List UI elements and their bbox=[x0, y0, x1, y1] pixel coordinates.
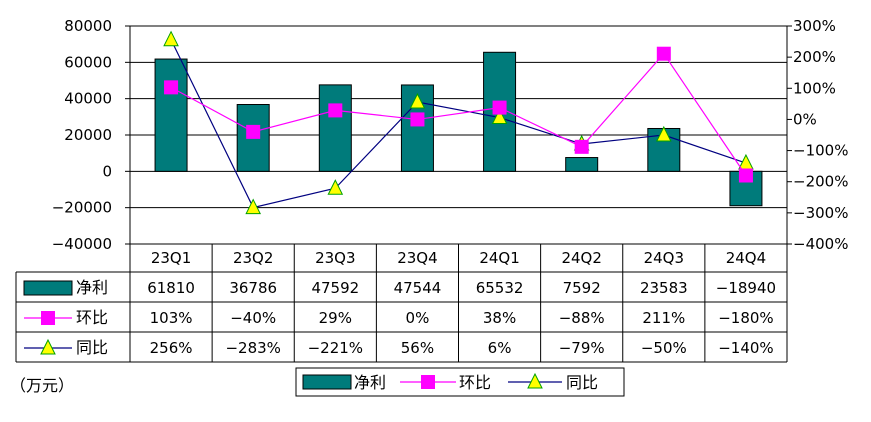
row-label-1: 环比 bbox=[76, 308, 108, 327]
x-category-label: 23Q2 bbox=[233, 249, 273, 267]
y-left-tick-label: 20000 bbox=[64, 126, 112, 144]
table-cell: −40% bbox=[230, 309, 276, 327]
data-table: 23Q1 23Q2 23Q3 23Q4 24Q1 24Q2 24Q3 24Q4 净利 61810 3… bbox=[15, 244, 788, 363]
y-left-tick-label: 60000 bbox=[64, 53, 112, 71]
y-right-tick-label: −100% bbox=[793, 142, 848, 160]
yoy-line bbox=[170, 39, 747, 209]
table-cell: 38% bbox=[483, 309, 516, 327]
table-cell: 256% bbox=[150, 339, 193, 357]
yoy-marker-23q3 bbox=[327, 179, 344, 195]
legend-key-bar bbox=[302, 374, 352, 390]
unit-label: （万元） bbox=[10, 376, 74, 395]
row-key-yoy-marker bbox=[40, 338, 56, 355]
y-left-tick-label: −20000 bbox=[52, 199, 112, 217]
table-cell: 0% bbox=[406, 309, 430, 327]
table-cell: 23583 bbox=[640, 279, 688, 297]
legend-key-qoq-marker bbox=[421, 375, 435, 389]
yoy-marker-23q1 bbox=[163, 30, 179, 47]
x-category-label: 24Q4 bbox=[726, 249, 766, 267]
y-right-tick-label: −300% bbox=[793, 204, 848, 222]
row-label-2: 同比 bbox=[76, 338, 108, 357]
x-category-label: 24Q3 bbox=[644, 249, 684, 267]
yoy-marker-23q2 bbox=[245, 198, 261, 215]
qoq-marker-24q2 bbox=[574, 139, 589, 154]
y-right-tick-label: −400% bbox=[793, 235, 848, 253]
axes bbox=[125, 25, 792, 245]
legend-label-net-profit: 净利 bbox=[354, 373, 386, 392]
bar-23q1 bbox=[154, 58, 188, 172]
table-cell: −140% bbox=[718, 339, 773, 357]
table-cell: −18940 bbox=[716, 279, 776, 297]
y-left-tick-label: 40000 bbox=[64, 90, 112, 108]
row-label-0: 净利 bbox=[76, 278, 108, 297]
x-category-label: 23Q1 bbox=[151, 249, 191, 267]
legend-label-yoy: 同比 bbox=[566, 373, 598, 392]
yoy-marker-23q4 bbox=[409, 92, 426, 109]
row-key-qoq-marker bbox=[41, 311, 55, 325]
table-cell: −283% bbox=[225, 339, 280, 357]
yoy-marker-24q4 bbox=[738, 153, 754, 170]
table-cell: 29% bbox=[319, 309, 352, 327]
qoq-marker-23q3 bbox=[328, 103, 343, 118]
qoq-line bbox=[170, 52, 747, 176]
bar-24q2 bbox=[565, 157, 599, 172]
line-series bbox=[163, 30, 754, 215]
y-left-tick-label: 0 bbox=[102, 162, 112, 180]
table-cell: −88% bbox=[559, 309, 605, 327]
y-right-tick-label: 0% bbox=[793, 110, 817, 128]
table-cell: 56% bbox=[401, 339, 434, 357]
table-cell: 6% bbox=[488, 339, 512, 357]
table-cell: 47544 bbox=[394, 279, 442, 297]
table-cell: 61810 bbox=[147, 279, 195, 297]
qoq-marker-24q3 bbox=[656, 46, 671, 61]
table-cell: −50% bbox=[641, 339, 687, 357]
table-cell: 65532 bbox=[476, 279, 524, 297]
x-category-label: 23Q3 bbox=[315, 249, 355, 267]
x-category-label: 24Q1 bbox=[479, 249, 519, 267]
x-category-label: 23Q4 bbox=[397, 249, 437, 267]
table-cell: 7592 bbox=[563, 279, 601, 297]
qoq-marker-23q2 bbox=[246, 124, 261, 139]
table-cell: 211% bbox=[642, 309, 685, 327]
qoq-marker-24q1 bbox=[492, 100, 507, 115]
bar-23q3 bbox=[318, 84, 352, 172]
y-right-tick-label: 100% bbox=[793, 79, 836, 97]
row-key-bar bbox=[23, 280, 73, 296]
table-cell: −180% bbox=[718, 309, 773, 327]
qoq-marker-24q4 bbox=[738, 168, 753, 183]
y-left-tick-label: −40000 bbox=[52, 235, 112, 253]
y-right-tick-label: 200% bbox=[793, 48, 836, 66]
tick-labels: −40000 −20000 0 20000 40000 60000 80000 −400% −3… bbox=[52, 17, 849, 253]
gridlines bbox=[130, 25, 787, 245]
table-cell: 47592 bbox=[311, 279, 359, 297]
x-category-label: 24Q2 bbox=[561, 249, 601, 267]
table-cell: 36786 bbox=[229, 279, 277, 297]
y-right-tick-label: 300% bbox=[793, 17, 836, 35]
legend-label-qoq: 环比 bbox=[459, 373, 491, 392]
y-right-tick-label: −200% bbox=[793, 173, 848, 191]
table-cell: −79% bbox=[559, 339, 605, 357]
bar-series bbox=[154, 51, 763, 207]
table-cell: 103% bbox=[150, 309, 193, 327]
qoq-marker-23q1 bbox=[164, 80, 179, 95]
table-cell: −221% bbox=[308, 339, 363, 357]
yoy-marker-24q3 bbox=[656, 125, 672, 142]
yoy-marker-24q1 bbox=[491, 108, 508, 125]
y-left-tick-label: 80000 bbox=[64, 17, 112, 35]
legend-key-yoy-marker bbox=[527, 372, 543, 389]
legend: 净利 环比 同比 bbox=[295, 367, 625, 397]
qoq-marker-23q4 bbox=[410, 112, 425, 127]
